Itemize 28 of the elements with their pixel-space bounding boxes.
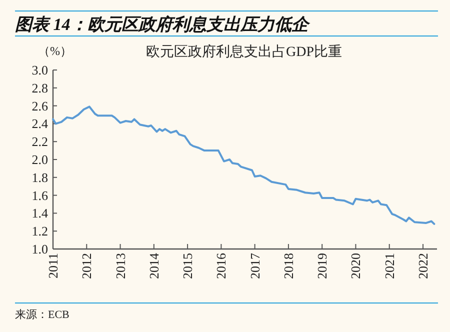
x-tick-label: 2011 xyxy=(46,253,60,279)
y-tick-label: 2.0 xyxy=(32,152,48,167)
y-tick-label: 3.0 xyxy=(32,62,48,78)
y-tick-label: 1.4 xyxy=(32,206,48,221)
y-tick-label: 1.0 xyxy=(32,242,48,256)
x-tick-label: 2019 xyxy=(314,253,330,279)
x-tick-label: 2017 xyxy=(247,252,262,279)
y-tick-label: 1.2 xyxy=(32,224,48,239)
x-tick-label: 2014 xyxy=(146,252,162,279)
x-tick-label: 2021 xyxy=(382,253,397,279)
x-tick-label: 2022 xyxy=(415,253,430,279)
y-axis-title: （%） xyxy=(38,44,72,58)
source-note: 来源：ECB xyxy=(15,308,70,321)
x-tick-label: 2018 xyxy=(280,253,296,279)
y-tick-label: 2.4 xyxy=(32,116,48,132)
chart-title: 图表 14：欧元区政府利息支出压力低企 xyxy=(15,15,310,34)
x-tick-label: 2015 xyxy=(180,253,196,279)
y-tick-label: 1.6 xyxy=(32,188,48,203)
x-tick-label: 2012 xyxy=(79,253,94,279)
line-series xyxy=(52,106,436,225)
chart-subtitle: 欧元区政府利息支出占GDP比重 xyxy=(146,44,342,60)
y-tick-label: 2.2 xyxy=(32,134,48,150)
y-tick-label: 2.6 xyxy=(32,98,48,114)
y-tick-label: 2.8 xyxy=(32,80,48,96)
x-tick-label: 2013 xyxy=(112,253,128,279)
x-tick-label: 2016 xyxy=(214,252,229,279)
y-tick-label: 1.8 xyxy=(32,170,48,185)
x-tick-label: 2020 xyxy=(348,253,364,279)
